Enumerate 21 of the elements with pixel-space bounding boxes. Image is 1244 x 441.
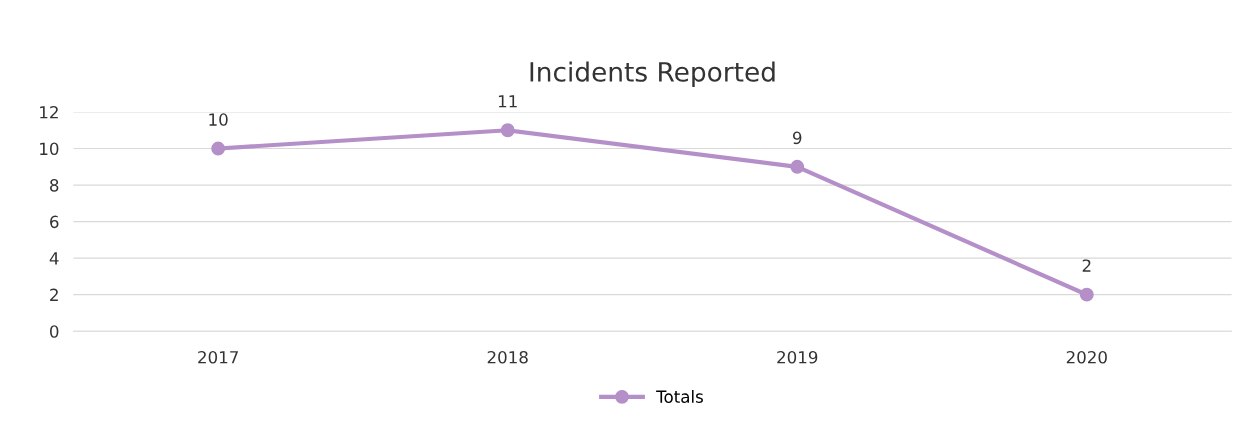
data-label: 11 — [498, 95, 517, 108]
x-tick-label: 2020 — [1066, 350, 1107, 364]
data-label: 2 — [1082, 259, 1091, 272]
chart-title: Incidents Reported — [530, 61, 775, 87]
x-tick-label: 2018 — [487, 350, 528, 364]
point — [211, 141, 226, 156]
y-tick-label: 0 — [50, 325, 59, 338]
legend-label: Totals — [656, 390, 703, 403]
point — [1079, 287, 1094, 302]
data-label: 9 — [793, 131, 802, 145]
data-label: 10 — [209, 113, 228, 126]
y-tick-label: 2 — [50, 288, 58, 301]
y-tick-label: 12 — [40, 105, 58, 119]
point — [790, 159, 805, 174]
point — [500, 123, 515, 138]
x-tick-label: 2019 — [777, 350, 818, 364]
y-tick-label: 10 — [40, 142, 59, 156]
y-tick-label: 8 — [50, 179, 59, 192]
x-tick-label: 2017 — [198, 350, 238, 364]
y-tick-label: 6 — [50, 215, 59, 229]
y-tick-label: 4 — [49, 252, 59, 265]
